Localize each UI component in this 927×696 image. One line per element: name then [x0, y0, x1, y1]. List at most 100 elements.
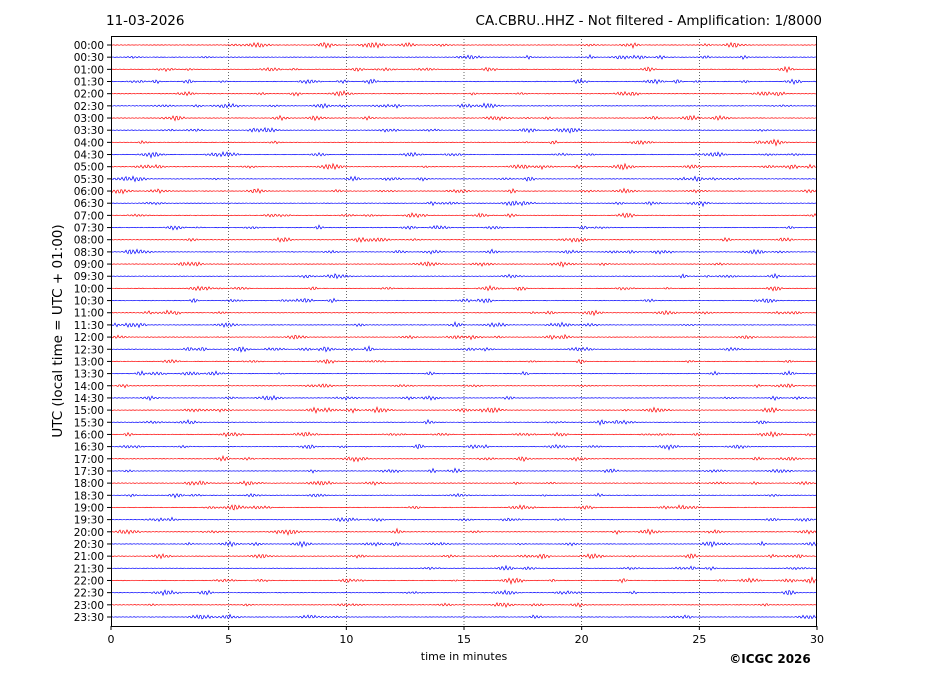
trace-row-0530: [110, 175, 818, 183]
trace-row-0830: [110, 248, 818, 255]
date-label: 11-03-2026: [106, 13, 184, 29]
x-tick-label: 20: [575, 633, 589, 646]
row-time-label: 16:00: [74, 429, 104, 441]
row-time-label: 03:00: [74, 113, 104, 125]
row-time-label: 01:30: [74, 77, 104, 89]
trace-row-0800: [110, 236, 818, 243]
trace-row-1930: [110, 516, 818, 523]
x-axis: 0 5 10 15 20 25 30: [108, 626, 824, 646]
y-axis-label: UTC (local time = UTC + 01:00): [50, 224, 66, 437]
row-time-label: 04:00: [74, 137, 104, 149]
trace-row-1100: [110, 309, 818, 317]
row-time-label: 17:00: [74, 454, 104, 466]
row-time-label: 21:00: [74, 551, 104, 563]
trace-row-1030: [110, 297, 818, 304]
x-axis-label: time in minutes: [421, 650, 508, 663]
x-tick-label: 15: [457, 633, 471, 646]
row-time-label: 03:30: [74, 125, 104, 137]
trace-row-1700: [110, 454, 818, 463]
row-time-label: 02:00: [74, 89, 104, 101]
row-time-label: 06:00: [74, 186, 104, 198]
row-time-label: 13:30: [74, 369, 104, 381]
trace-row-1630: [110, 443, 818, 451]
trace-row-0000: [110, 41, 818, 50]
trace-row-2330: [110, 613, 818, 620]
trace-row-0900: [110, 261, 818, 268]
trace-row-1800: [110, 480, 818, 487]
row-time-label: 08:30: [74, 247, 104, 259]
row-time-labels: 00:0000:3001:0001:3002:0002:3003:0003:30…: [74, 40, 111, 624]
row-time-label: 20:30: [74, 539, 104, 551]
row-time-label: 09:30: [74, 271, 104, 283]
row-time-label: 10:30: [74, 296, 104, 308]
row-time-label: 07:30: [74, 223, 104, 235]
trace-row-0330: [110, 126, 818, 134]
row-time-label: 01:00: [74, 64, 104, 76]
row-time-label: 00:30: [74, 52, 104, 64]
row-time-label: 19:30: [74, 515, 104, 527]
row-time-label: 05:00: [74, 162, 104, 174]
row-time-label: 10:00: [74, 283, 104, 295]
row-time-label: 23:30: [74, 612, 104, 624]
row-time-label: 22:00: [74, 575, 104, 587]
row-time-label: 18:30: [74, 490, 104, 502]
plot-frame: [111, 36, 817, 627]
trace-row-2030: [110, 540, 818, 549]
row-time-label: 15:30: [74, 417, 104, 429]
row-time-label: 14:00: [74, 381, 104, 393]
row-time-label: 13:00: [74, 356, 104, 368]
trace-row-0130: [110, 78, 818, 86]
row-time-label: 12:00: [74, 332, 104, 344]
trace-row-1730: [110, 467, 818, 474]
row-time-label: 04:30: [74, 150, 104, 162]
trace-row-0030: [110, 53, 818, 60]
x-tick-label: 25: [692, 633, 706, 646]
trace-row-2000: [110, 527, 818, 536]
trace-row-0630: [110, 200, 818, 208]
row-time-label: 07:00: [74, 210, 104, 222]
row-time-label: 17:30: [74, 466, 104, 478]
x-tick-label: 0: [108, 633, 115, 646]
row-time-label: 11:30: [74, 320, 104, 332]
row-time-label: 19:00: [74, 502, 104, 514]
row-time-label: 20:00: [74, 527, 104, 539]
row-time-label: 05:30: [74, 174, 104, 186]
row-time-label: 14:30: [74, 393, 104, 405]
trace-row-0930: [110, 272, 818, 280]
trace-row-1000: [110, 284, 818, 292]
row-time-label: 06:30: [74, 198, 104, 210]
row-time-label: 11:00: [74, 308, 104, 320]
trace-row-0500: [110, 162, 818, 171]
trace-row-0300: [110, 114, 818, 122]
trace-row-2130: [110, 564, 818, 571]
x-tick-label: 30: [810, 633, 824, 646]
trace-row-1600: [110, 430, 818, 438]
trace-row-0430: [110, 151, 818, 159]
trace-row-0600: [110, 187, 818, 195]
trace-row-0230: [110, 102, 818, 109]
trace-row-0100: [110, 65, 818, 74]
seismic-traces: [110, 41, 818, 620]
trace-row-1530: [110, 418, 818, 426]
trace-row-0200: [110, 90, 818, 97]
row-time-label: 23:00: [74, 600, 104, 612]
row-time-label: 16:30: [74, 442, 104, 454]
trace-row-1230: [110, 345, 818, 353]
trace-row-1830: [110, 492, 818, 499]
trace-row-2230: [110, 589, 818, 597]
trace-row-1400: [110, 383, 818, 389]
x-tick-label: 5: [225, 633, 232, 646]
trace-row-1430: [110, 394, 818, 402]
copyright-label: ©ICGC 2026: [729, 652, 811, 666]
row-time-label: 12:30: [74, 344, 104, 356]
row-time-label: 15:00: [74, 405, 104, 417]
row-time-label: 00:00: [74, 40, 104, 52]
trace-row-1300: [110, 358, 818, 365]
trace-row-1330: [110, 370, 818, 376]
row-time-label: 02:30: [74, 101, 104, 113]
trace-row-1900: [110, 504, 818, 511]
trace-row-0700: [110, 212, 818, 219]
row-time-label: 21:30: [74, 563, 104, 575]
trace-row-2100: [110, 553, 818, 560]
